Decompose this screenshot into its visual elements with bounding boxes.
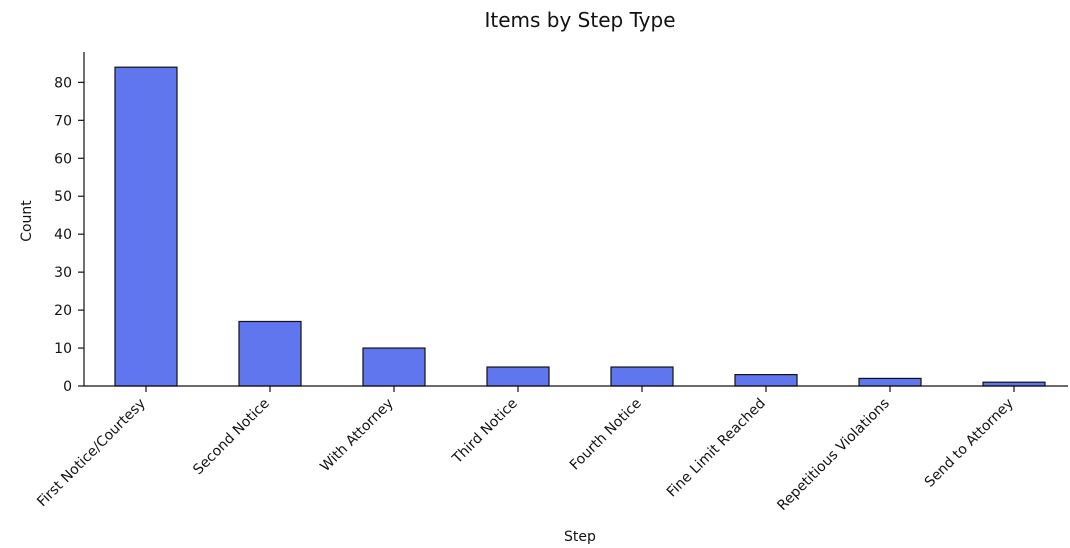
x-tick-label: Send to Attorney bbox=[922, 396, 1017, 491]
bar bbox=[734, 374, 798, 387]
bar bbox=[238, 320, 302, 387]
x-axis-ticks: First Notice/Courtesy Second Notice With A… bbox=[34, 386, 1017, 514]
x-tick-label: Fourth Notice bbox=[567, 396, 645, 474]
x-tick-label: With Attorney bbox=[317, 396, 396, 475]
y-tick-label: 40 bbox=[54, 227, 72, 243]
x-tick-label: First Notice/Courtesy bbox=[34, 396, 149, 511]
bar bbox=[486, 366, 550, 387]
x-tick-label: Repetitious Violations bbox=[774, 396, 892, 514]
y-tick-label: 10 bbox=[54, 341, 72, 357]
x-axis-label: Step bbox=[564, 529, 596, 545]
bar bbox=[858, 377, 922, 387]
y-tick-label: 60 bbox=[54, 151, 72, 167]
bars-group bbox=[114, 66, 1046, 387]
bar bbox=[362, 347, 426, 387]
y-tick-label: 50 bbox=[54, 189, 72, 205]
x-tick-label: Third Notice bbox=[449, 396, 521, 468]
y-tick-label: 70 bbox=[54, 113, 72, 129]
bar bbox=[610, 366, 674, 387]
chart-title: Items by Step Type bbox=[484, 8, 675, 32]
y-tick-label: 0 bbox=[63, 379, 72, 395]
y-axis-ticks: 0 10 20 30 40 50 60 70 80 bbox=[54, 75, 84, 395]
x-tick-label: Second Notice bbox=[190, 396, 273, 479]
x-tick-label: Fine Limit Reached bbox=[664, 396, 769, 501]
bar bbox=[114, 66, 178, 387]
y-tick-label: 30 bbox=[54, 265, 72, 281]
y-axis-label: Count bbox=[19, 200, 35, 242]
y-tick-label: 80 bbox=[54, 75, 72, 91]
y-tick-label: 20 bbox=[54, 303, 72, 319]
